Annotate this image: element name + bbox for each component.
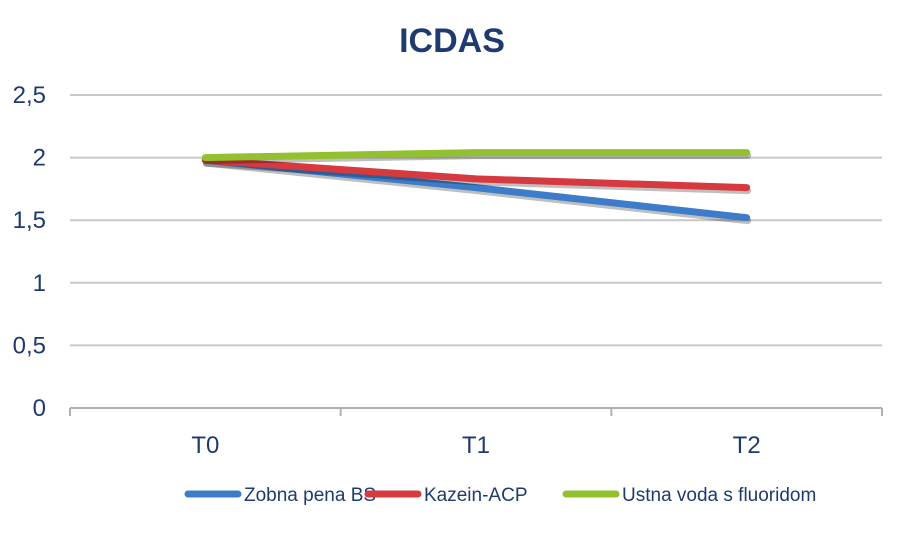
x-tick-label: T1 <box>462 432 490 459</box>
y-tick-label: 2,5 <box>13 82 46 109</box>
legend-label: Zobna pena BS <box>244 485 376 506</box>
chart-title: ICDAS <box>399 22 505 60</box>
legend-label: Ustna voda s fluoridom <box>622 485 816 506</box>
y-tick-label: 2 <box>33 145 46 172</box>
y-tick-label: 1,5 <box>13 207 46 234</box>
y-tick-label: 0 <box>33 395 46 422</box>
y-tick-label: 0,5 <box>13 332 46 359</box>
x-tick-label: T2 <box>733 432 761 459</box>
x-tick-label: T0 <box>191 432 219 459</box>
legend-label: Kazein-ACP <box>424 485 528 506</box>
y-tick-label: 1 <box>33 270 46 297</box>
